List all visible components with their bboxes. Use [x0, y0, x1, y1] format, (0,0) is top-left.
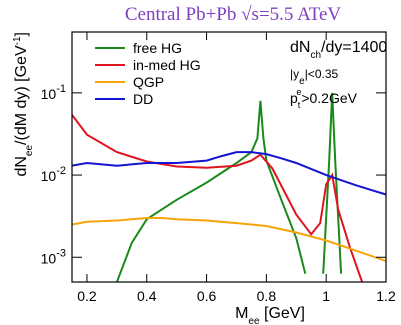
series-line [72, 151, 386, 196]
legend-label: in-med HG [133, 57, 201, 73]
text-part: dN [13, 156, 30, 176]
series-line [72, 114, 364, 282]
text-part: e [296, 87, 301, 97]
text-part: ch [310, 50, 321, 61]
text-part: /dy=1400 [321, 39, 387, 56]
y-tick-exponent: -1 [56, 83, 66, 95]
text-part: |<0.35 [305, 67, 339, 81]
y-tick-label: 10-3 [41, 247, 66, 266]
x-tick-label: 0.2 [77, 288, 97, 304]
text-part: |y [290, 67, 299, 81]
annotation: dNch/dy=1400 [290, 39, 387, 61]
x-tick-label: 1.2 [376, 288, 396, 304]
legend-label: QGP [133, 74, 164, 90]
y-tick-exponent: -2 [56, 165, 66, 177]
series-line [72, 217, 386, 262]
y-tick-base: 10 [41, 168, 57, 184]
x-tick-label: 0.6 [197, 288, 217, 304]
legend-label: DD [133, 91, 153, 107]
y-tick-base: 10 [41, 86, 57, 102]
text-part: [GeV] [260, 305, 305, 322]
text-part: ee [248, 316, 260, 325]
x-tick-label: 0.8 [257, 288, 277, 304]
series-line [115, 92, 343, 282]
text-part: e [299, 76, 305, 87]
x-tick-label: 1 [322, 288, 330, 304]
x-tick-label: 0.4 [137, 288, 157, 304]
plot-frame [71, 31, 387, 283]
text-part: p [290, 90, 298, 106]
annotation: pte>0.2GeV [290, 87, 358, 110]
text-part: /(dM dy) [GeV [13, 45, 30, 145]
x-axis-label: Mee [GeV] [235, 305, 305, 325]
text-part: ee [24, 145, 35, 157]
text-part: ] [13, 32, 30, 36]
text-part: dN [290, 39, 310, 56]
chart-title: Central Pb+Pb √s=5.5 ATeV [125, 4, 342, 25]
y-tick-label: 10-2 [41, 165, 66, 184]
text-part: -1 [12, 36, 23, 45]
legend-label: free HG [133, 40, 182, 56]
y-tick-exponent: -3 [56, 247, 66, 259]
text-part: M [235, 305, 248, 322]
y-tick-label: 10-1 [41, 83, 66, 102]
text-part: t [298, 100, 301, 110]
y-axis-label: dNee/(dM dy) [GeV-1] [12, 32, 35, 177]
annotation: |ye|<0.35 [290, 67, 338, 87]
text-part: >0.2GeV [301, 90, 357, 106]
y-tick-base: 10 [41, 250, 57, 266]
